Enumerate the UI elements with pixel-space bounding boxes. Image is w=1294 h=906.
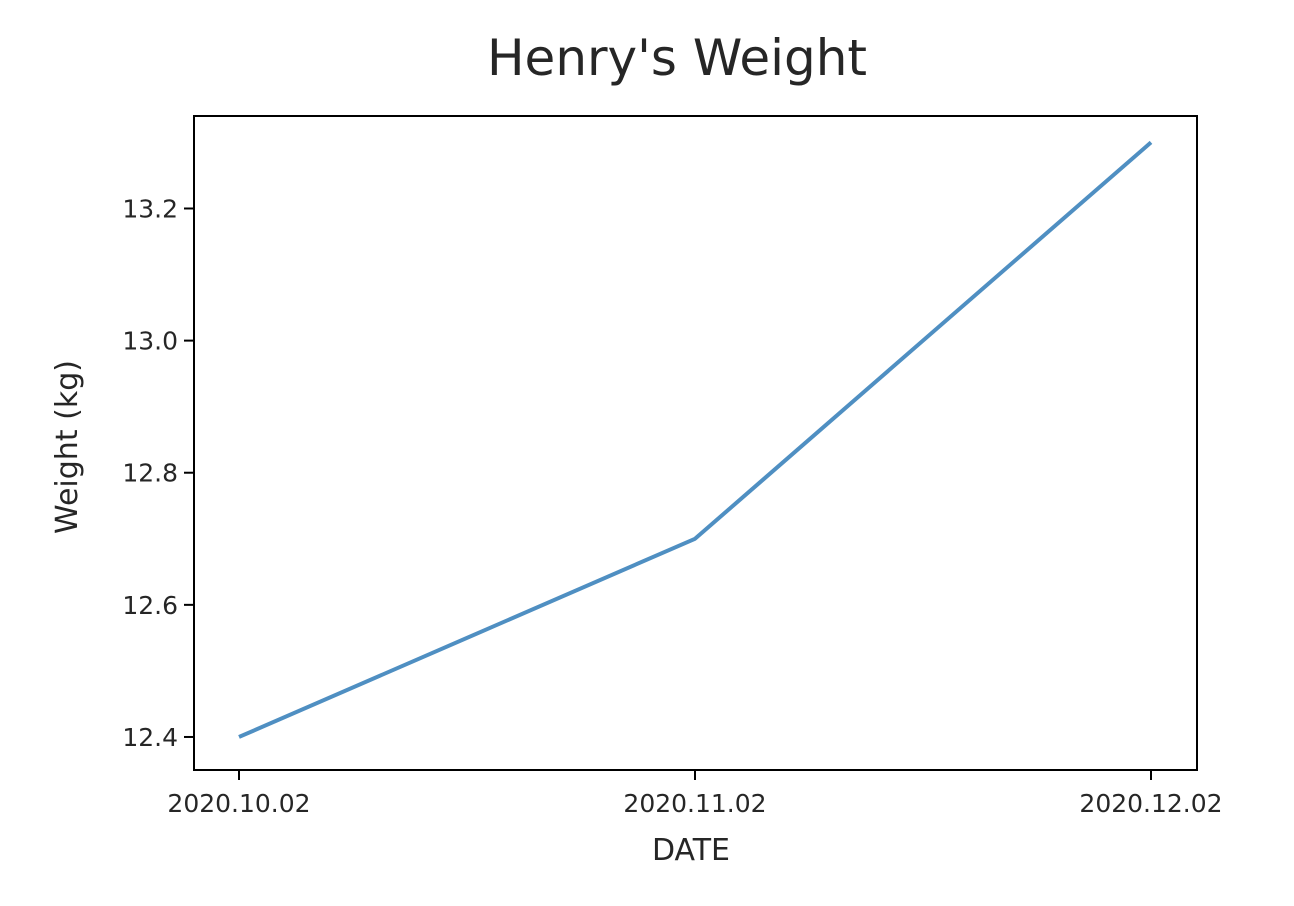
data-point <box>239 736 240 737</box>
data-point <box>695 538 696 539</box>
plot-area-frame <box>193 115 1198 771</box>
x-tick-label: 2020.11.02 <box>623 789 766 818</box>
y-axis-label: Weight (kg) <box>50 360 85 534</box>
y-tick-label: 12.4 <box>122 723 178 752</box>
x-tick-label: 2020.12.02 <box>1079 789 1222 818</box>
y-tick-label: 13.2 <box>122 194 178 223</box>
x-axis-ticks: 2020.10.02 2020.11.02 2020.12.02 <box>167 770 1223 818</box>
y-tick-label: 12.8 <box>122 459 178 488</box>
x-axis-label: DATE <box>652 833 730 868</box>
y-axis-ticks: 12.4 12.6 12.8 13.0 13.2 <box>122 194 194 752</box>
series-layer <box>238 140 1153 739</box>
series-line <box>238 140 1153 739</box>
data-point <box>1151 142 1152 143</box>
chart-title: Henry's Weight <box>487 29 867 87</box>
y-tick-label: 12.6 <box>122 591 178 620</box>
x-tick-label: 2020.10.02 <box>167 789 310 818</box>
y-tick-label: 13.0 <box>122 327 178 356</box>
